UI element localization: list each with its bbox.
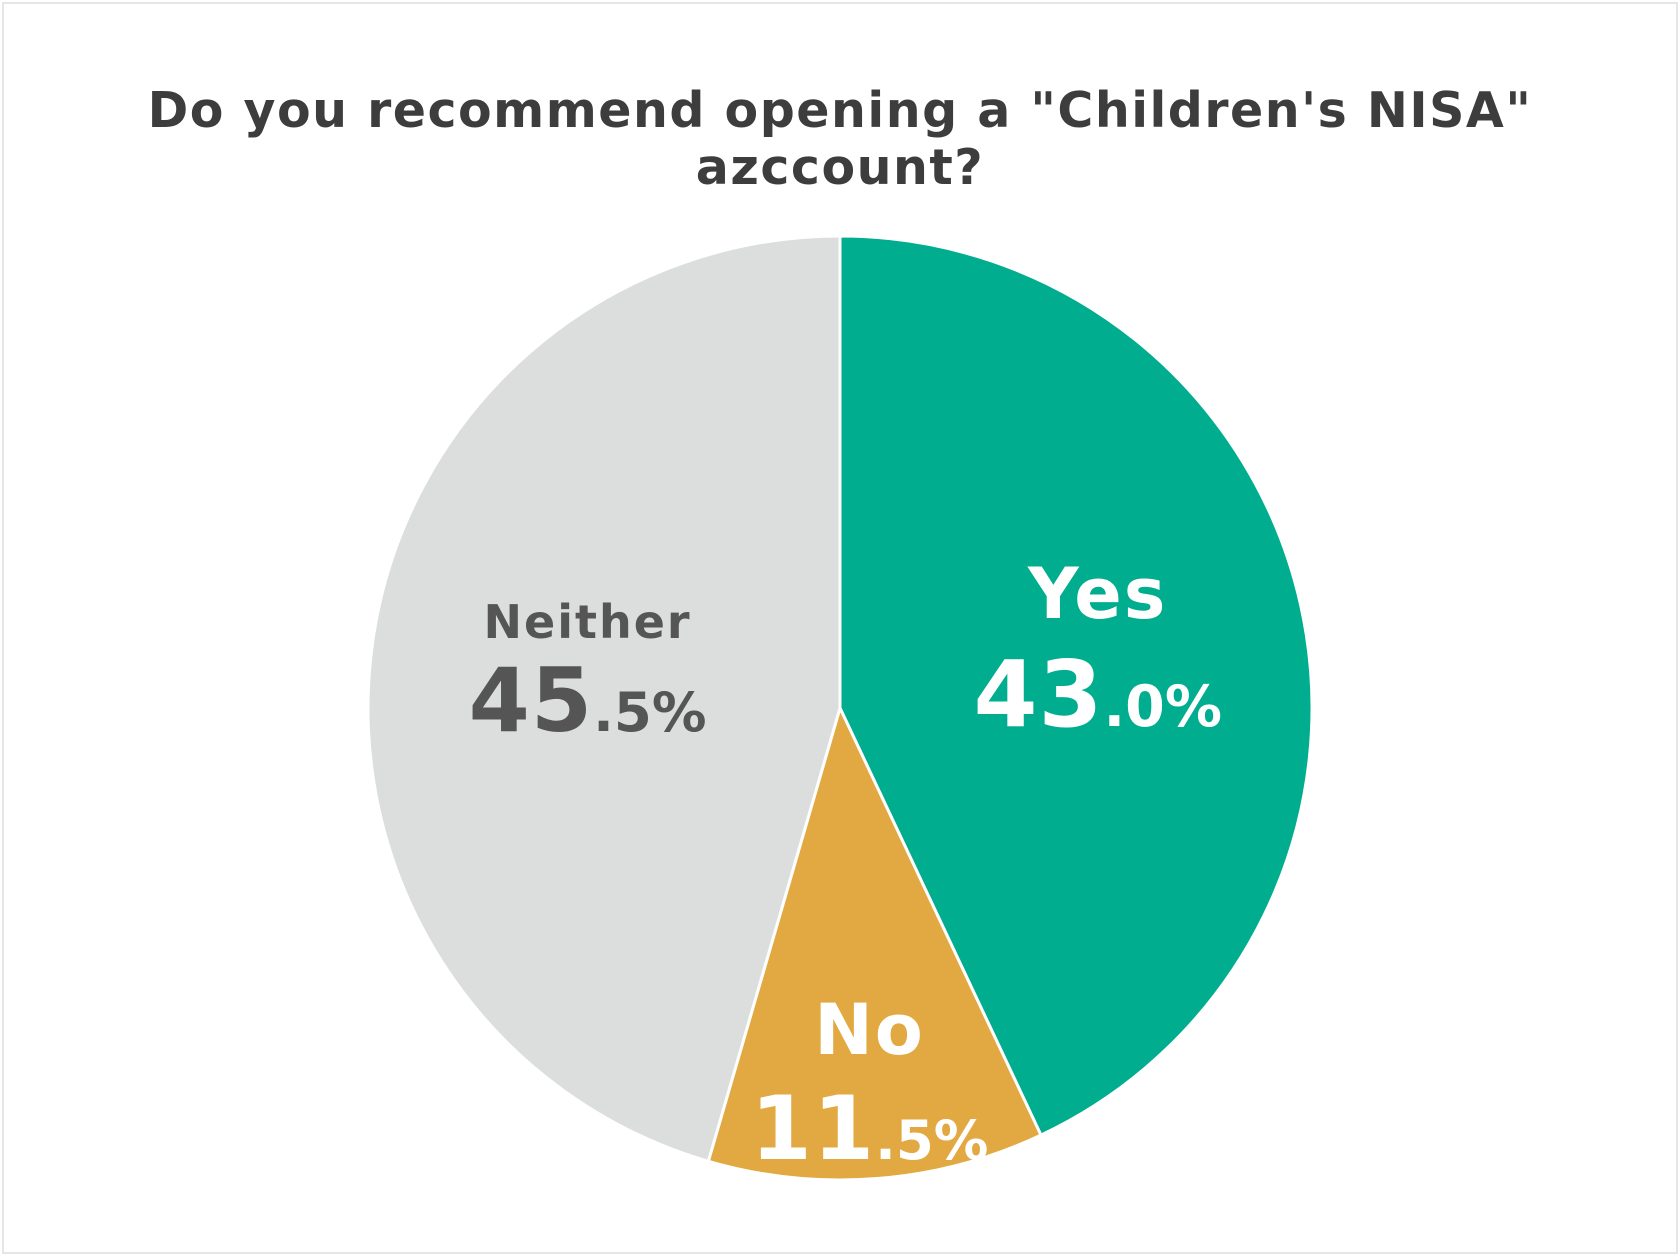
pie-slice-yes [838, 234, 1314, 1137]
slice-label-no: No 11.5% [751, 995, 989, 1173]
slice-label-yes: Yes 43.0% [973, 559, 1222, 741]
slice-name-neither: Neither [483, 594, 692, 649]
chart-title: Do you recommend opening a "Children's N… [147, 82, 1533, 196]
slice-value-neither: 45.5% [468, 649, 707, 753]
slice-value-yes: 43.0% [973, 640, 1222, 748]
pie-slice-no [706, 706, 1043, 1182]
slice-value-no: 11.5% [750, 1077, 989, 1181]
slice-name-yes: Yes [1028, 553, 1168, 636]
slice-name-no: No [814, 989, 925, 1072]
pie-slice-neither [366, 234, 842, 1163]
slice-label-neither: Neither 45.5% [469, 599, 707, 746]
